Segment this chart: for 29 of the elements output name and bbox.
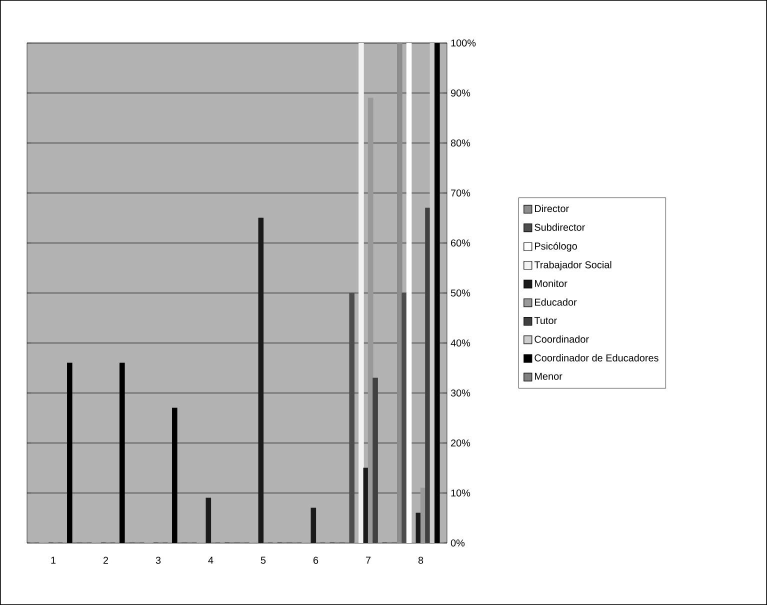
y-tick-label: 20% bbox=[451, 439, 470, 447]
y-tick-label: 70% bbox=[451, 189, 470, 197]
legend-label: Director bbox=[535, 204, 569, 212]
x-tick-label: 3 bbox=[156, 556, 161, 564]
x-tick-label: 1 bbox=[51, 556, 56, 564]
legend-label: Menor bbox=[535, 372, 562, 380]
y-tick-label: 10% bbox=[451, 489, 470, 497]
y-tick-label: 80% bbox=[450, 139, 470, 147]
y-tick-label: 50% bbox=[450, 289, 470, 297]
legend-label: Psicólogo bbox=[535, 242, 577, 252]
y-tick-label: 90% bbox=[450, 89, 470, 97]
legend-label: Coordinador bbox=[534, 335, 589, 343]
legend-label: Educador bbox=[535, 298, 577, 306]
x-tick-label: 5 bbox=[260, 556, 266, 564]
y-tick-label: 30% bbox=[450, 389, 470, 397]
legend-label: Coordinador de Educadores bbox=[534, 354, 658, 362]
y-tick-label: 40% bbox=[450, 339, 470, 347]
legend-label: Monitor bbox=[535, 280, 568, 288]
legend-label: Trabajador Social bbox=[534, 261, 612, 270]
y-tick-label: 0% bbox=[450, 539, 465, 547]
x-tick-label: 2 bbox=[103, 556, 108, 564]
legend-label: Subdirector bbox=[534, 224, 585, 231]
y-tick-label: 60% bbox=[451, 239, 470, 247]
legend-label: Tutor bbox=[534, 317, 557, 324]
x-tick-label: 4 bbox=[208, 556, 214, 564]
x-tick-label: 7 bbox=[366, 556, 371, 564]
y-tick-label: 100% bbox=[451, 39, 476, 47]
x-tick-label: 6 bbox=[313, 556, 318, 564]
x-tick-label: 8 bbox=[418, 556, 424, 564]
